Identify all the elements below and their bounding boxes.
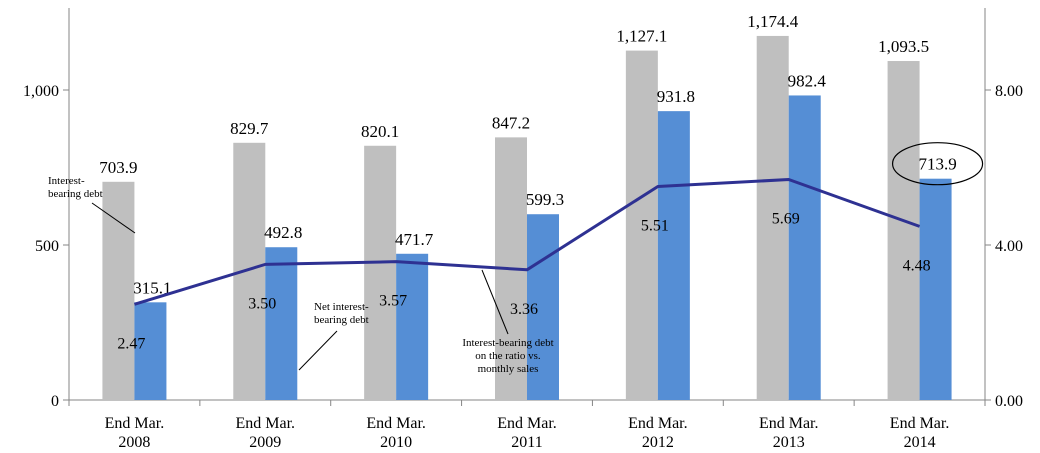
category-label-line2: 2012 <box>642 434 674 451</box>
category-label-line2: 2008 <box>118 434 150 451</box>
data-label-ratio: 4.48 <box>903 257 931 274</box>
bar-net-interest-bearing-debt <box>134 302 167 400</box>
bar-net-interest-bearing-debt <box>919 178 952 400</box>
category-label-line2: 2009 <box>249 434 281 451</box>
bar-net-interest-bearing-debt <box>396 253 429 400</box>
category-label-line1: End Mar. <box>105 415 165 432</box>
category-label-line2: 2014 <box>904 434 936 451</box>
category-label-line2: 2011 <box>511 434 542 451</box>
data-label-interest-bearing-debt: 703.9 <box>99 158 137 177</box>
data-label-net-interest-bearing-debt: 599.3 <box>526 190 564 209</box>
category-label-line1: End Mar. <box>890 415 950 432</box>
bar-net-interest-bearing-debt <box>265 247 298 400</box>
bar-net-interest-bearing-debt <box>788 95 821 401</box>
data-label-net-interest-bearing-debt: 982.4 <box>788 71 827 90</box>
bar-interest-bearing-debt <box>887 61 920 400</box>
left-tick-label: 500 <box>35 238 59 255</box>
bar-net-interest-bearing-debt <box>657 111 690 400</box>
left-tick-label: 1,000 <box>23 83 59 100</box>
annotation-interest-bearing-debt: Interest-bearing debt <box>48 175 103 200</box>
callout-line-interest-bearing-debt <box>91 202 136 234</box>
bar-interest-bearing-debt <box>364 145 397 400</box>
right-tick-label: 4.00 <box>995 238 1023 255</box>
category-label-line1: End Mar. <box>236 415 296 432</box>
data-label-net-interest-bearing-debt: 931.8 <box>657 87 695 106</box>
highlight-ellipse <box>891 142 984 186</box>
annotation-net-interest-bearing-debt: Net interest-bearing debt <box>314 301 369 326</box>
data-label-interest-bearing-debt: 1,127.1 <box>616 27 667 46</box>
ratio-line <box>133 178 921 306</box>
data-label-net-interest-bearing-debt: 492.8 <box>264 223 302 242</box>
bar-interest-bearing-debt <box>756 35 789 400</box>
data-label-ratio: 3.57 <box>379 293 407 310</box>
category-label-line1: End Mar. <box>628 415 688 432</box>
data-label-ratio: 3.50 <box>248 295 276 312</box>
data-label-ratio: 5.51 <box>641 217 669 234</box>
data-label-interest-bearing-debt: 829.7 <box>230 119 269 138</box>
data-label-interest-bearing-debt: 820.1 <box>361 122 399 141</box>
right-tick-label: 0.00 <box>995 393 1023 410</box>
data-label-ratio: 3.36 <box>510 301 538 318</box>
data-label-interest-bearing-debt: 1,174.4 <box>747 12 799 31</box>
category-label-line2: 2010 <box>380 434 412 451</box>
category-label-line1: End Mar. <box>759 415 819 432</box>
data-label-net-interest-bearing-debt: 315.1 <box>133 278 171 297</box>
category-label-line1: End Mar. <box>366 415 426 432</box>
data-label-ratio: 2.47 <box>117 335 145 352</box>
right-tick-label: 8.00 <box>995 83 1023 100</box>
annotation-ratio: Interest-bearing debt on the ratio vs. mon… <box>462 337 553 375</box>
data-label-net-interest-bearing-debt: 713.9 <box>918 155 956 174</box>
data-label-interest-bearing-debt: 1,093.5 <box>878 37 929 56</box>
category-label-line2: 2013 <box>773 434 805 451</box>
bar-net-interest-bearing-debt <box>527 214 559 400</box>
category-label-line1: End Mar. <box>497 415 557 432</box>
callout-line-net-interest-bearing-debt <box>298 330 338 371</box>
callout-line-ratio <box>481 269 509 335</box>
data-label-ratio: 5.69 <box>772 211 800 228</box>
data-label-net-interest-bearing-debt: 471.7 <box>395 230 434 249</box>
bar-interest-bearing-debt <box>625 50 658 400</box>
data-label-interest-bearing-debt: 847.2 <box>492 113 530 132</box>
bar-interest-bearing-debt <box>102 181 135 400</box>
left-tick-label: 0 <box>51 393 59 410</box>
